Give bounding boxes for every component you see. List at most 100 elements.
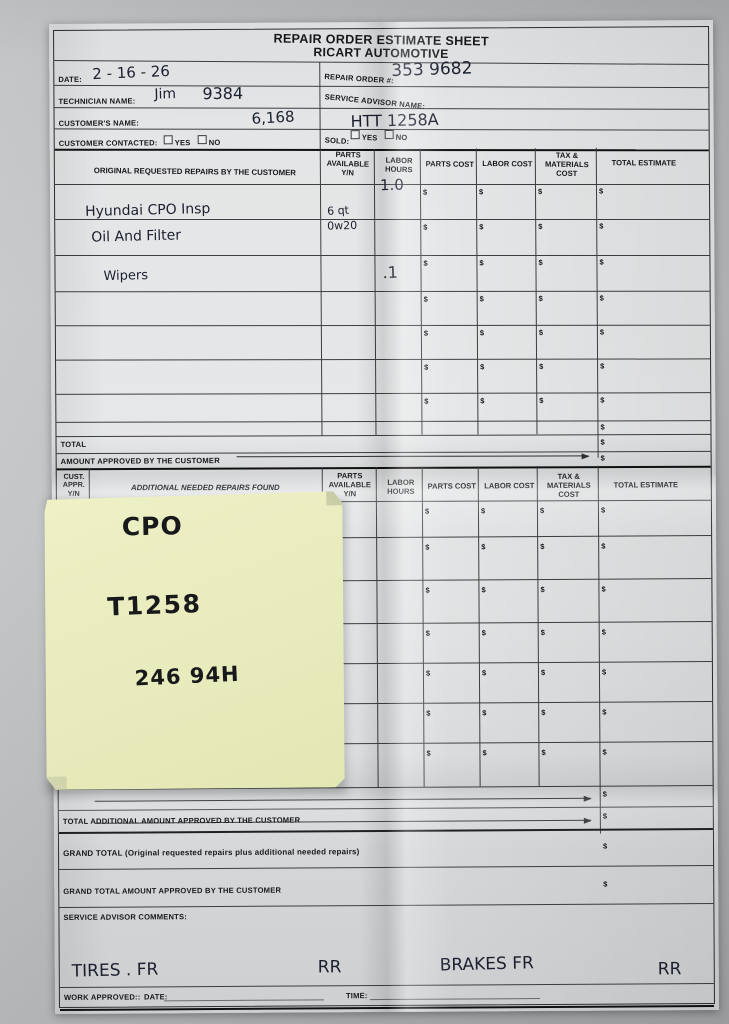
currency-symbol: $ bbox=[599, 327, 605, 337]
col-header-labor-cost: LABOR COST bbox=[482, 158, 533, 169]
currency-symbol: $ bbox=[423, 222, 428, 232]
divider bbox=[59, 1004, 714, 1011]
divider bbox=[319, 62, 321, 150]
comment-brakes-rr: RR bbox=[657, 959, 682, 980]
col-header-labor-hours: LABOR HOURS bbox=[387, 477, 415, 496]
time-input-line[interactable] bbox=[369, 998, 540, 1001]
repair-order-value: 353 9682 bbox=[390, 58, 473, 82]
currency-symbol: $ bbox=[602, 811, 608, 821]
currency-symbol: $ bbox=[538, 258, 543, 268]
currency-symbol: $ bbox=[601, 584, 606, 594]
divider bbox=[56, 433, 711, 438]
col-header-parts-cost: PARTS COST bbox=[427, 481, 477, 491]
repair-row-2-value: Oil And Filter bbox=[91, 227, 182, 246]
contacted-yes-checkbox[interactable] bbox=[163, 135, 173, 145]
col-header-total-estimate: TOTAL ESTIMATE bbox=[611, 158, 677, 168]
comment-brakes: BRAKES FR bbox=[439, 953, 535, 976]
parts-available-row-1-value: 6 qt bbox=[326, 203, 350, 218]
currency-symbol: $ bbox=[480, 396, 485, 406]
date-label: DATE: bbox=[58, 74, 82, 84]
divider bbox=[59, 864, 714, 870]
currency-symbol: $ bbox=[600, 395, 605, 405]
currency-symbol: $ bbox=[541, 748, 546, 758]
sold-no-label: NO bbox=[395, 132, 408, 143]
approved-arrow bbox=[236, 455, 589, 458]
currency-symbol: $ bbox=[540, 585, 545, 595]
footer-time-label: TIME: bbox=[345, 991, 368, 1001]
customer-mileage-value: 6,168 bbox=[251, 107, 296, 128]
service-advisor-value: HTT 1258A bbox=[350, 109, 439, 131]
col-header-total-estimate: TOTAL ESTIMATE bbox=[613, 480, 679, 490]
total-additional-label: TOTAL ADDITIONAL AMOUNT APPROVED BY THE … bbox=[62, 815, 301, 826]
currency-symbol: $ bbox=[425, 628, 430, 638]
sticky-note-line-1: CPO bbox=[121, 511, 183, 542]
currency-symbol: $ bbox=[426, 748, 431, 758]
currency-symbol: $ bbox=[539, 362, 544, 372]
currency-symbol: $ bbox=[537, 187, 543, 197]
table-row bbox=[55, 255, 710, 257]
labor-hours-row-3-value: .1 bbox=[382, 262, 399, 283]
repair-row-1-value: Hyundai CPO Insp bbox=[84, 200, 211, 220]
col-header-additional-repairs: ADDITIONAL NEEDED REPAIRS FOUND bbox=[130, 483, 280, 493]
currency-symbol: $ bbox=[423, 258, 428, 268]
sticky-note-line-2: T1258 bbox=[106, 589, 202, 622]
currency-symbol: $ bbox=[599, 293, 604, 303]
currency-symbol: $ bbox=[425, 668, 431, 678]
col-header-labor-hours: LABOR HOURS bbox=[384, 155, 413, 175]
customer-contacted-label: CUSTOMER CONTACTED: bbox=[58, 138, 158, 148]
currency-symbol: $ bbox=[482, 748, 487, 758]
table-row bbox=[56, 358, 711, 361]
currency-symbol: $ bbox=[479, 294, 484, 304]
currency-symbol: $ bbox=[600, 361, 605, 371]
currency-symbol: $ bbox=[424, 362, 429, 372]
date-input-line[interactable] bbox=[163, 999, 324, 1002]
col-header-labor-cost: LABOR COST bbox=[484, 481, 535, 491]
currency-symbol: $ bbox=[603, 879, 608, 889]
currency-symbol: $ bbox=[602, 747, 607, 757]
technician-label: TECHNICIAN NAME: bbox=[58, 96, 136, 106]
divider bbox=[58, 827, 713, 834]
currency-symbol: $ bbox=[540, 542, 545, 552]
sold-yes-checkbox[interactable] bbox=[350, 130, 360, 140]
currency-symbol: $ bbox=[480, 506, 486, 516]
currency-symbol: $ bbox=[426, 708, 431, 718]
technician-number: 9384 bbox=[202, 83, 244, 104]
divider bbox=[59, 982, 714, 988]
currency-symbol: $ bbox=[423, 294, 428, 304]
divider bbox=[58, 805, 713, 811]
currency-symbol: $ bbox=[481, 542, 486, 552]
currency-symbol: $ bbox=[602, 841, 608, 851]
currency-symbol: $ bbox=[479, 328, 485, 338]
currency-symbol: $ bbox=[600, 453, 605, 463]
currency-symbol: $ bbox=[478, 187, 484, 197]
table-row bbox=[56, 420, 711, 423]
divider bbox=[54, 107, 709, 110]
currency-symbol: $ bbox=[424, 396, 429, 406]
divider bbox=[54, 148, 709, 152]
currency-symbol: $ bbox=[541, 708, 546, 718]
total-label: TOTAL bbox=[60, 439, 87, 449]
currency-symbol: $ bbox=[539, 506, 545, 516]
currency-symbol: $ bbox=[482, 708, 487, 718]
sticky-note[interactable]: CPO T1258 246 94H bbox=[41, 491, 348, 793]
sold-no-checkbox[interactable] bbox=[384, 129, 394, 139]
table-row bbox=[55, 290, 710, 293]
divider bbox=[54, 84, 709, 89]
sold-label: SOLD: bbox=[324, 135, 350, 147]
divider bbox=[375, 467, 379, 788]
currency-symbol: $ bbox=[600, 422, 605, 432]
currency-symbol: $ bbox=[480, 362, 485, 372]
divider bbox=[597, 465, 601, 834]
currency-symbol: $ bbox=[481, 628, 486, 638]
labor-hours-row-1-value: 1.0 bbox=[379, 175, 405, 195]
currency-symbol: $ bbox=[423, 328, 429, 338]
amount-approved-label: AMOUNT APPROVED BY THE CUSTOMER bbox=[60, 456, 220, 466]
contacted-no-checkbox[interactable] bbox=[197, 135, 207, 145]
customer-name-label: CUSTOMER'S NAME: bbox=[58, 118, 140, 128]
currency-symbol: $ bbox=[602, 789, 607, 799]
col-header-original-repairs: ORIGINAL REQUESTED REPAIRS BY THE CUSTOM… bbox=[93, 166, 297, 178]
contacted-no-label: NO bbox=[208, 137, 221, 148]
currency-symbol: $ bbox=[425, 542, 430, 552]
currency-symbol: $ bbox=[538, 328, 544, 338]
grand-total-label: GRAND TOTAL (Original requested repairs … bbox=[63, 847, 360, 858]
